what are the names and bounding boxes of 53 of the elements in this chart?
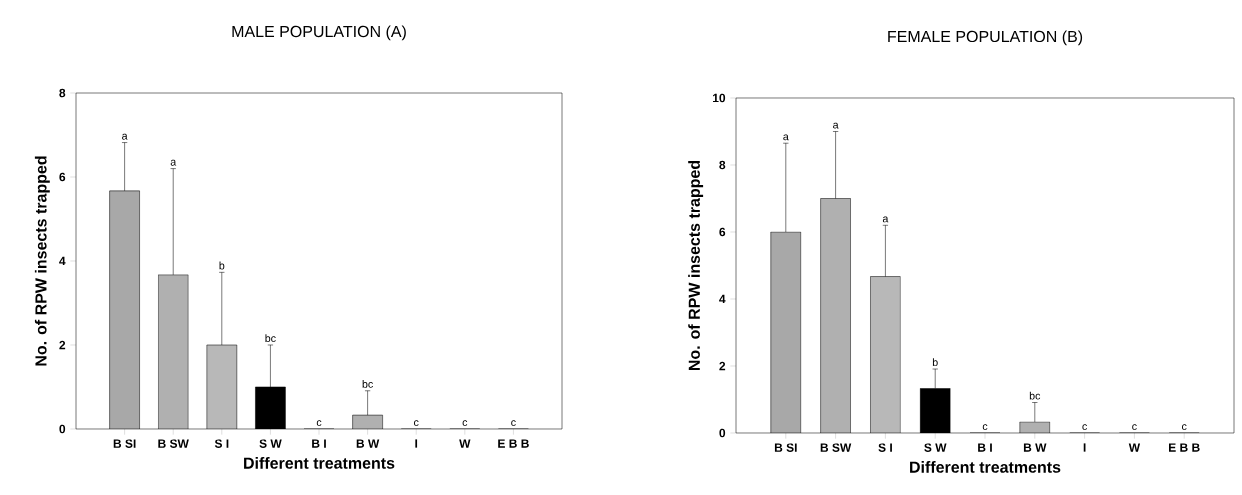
x-tick-label: E B B bbox=[498, 439, 529, 448]
x-axis-title: Different treatments bbox=[910, 461, 1061, 473]
annotation: b bbox=[932, 358, 938, 367]
x-tick-label: S I bbox=[878, 443, 892, 452]
annotation: c bbox=[414, 420, 419, 427]
annotation: a bbox=[882, 216, 889, 223]
annotation: bc bbox=[362, 379, 373, 388]
y-tick-label: 4 bbox=[719, 294, 726, 304]
annotation: c bbox=[316, 420, 322, 427]
y-tick-label: 2 bbox=[59, 340, 66, 350]
x-tick-label: B W bbox=[356, 439, 380, 448]
annotation: c bbox=[1082, 424, 1087, 431]
x-tick-label: B SI bbox=[774, 443, 797, 452]
y-tick-label: 0 bbox=[719, 428, 726, 438]
y-tick-label: 2 bbox=[719, 361, 726, 371]
y-tick-label: 4 bbox=[59, 256, 66, 266]
chart-title: FEMALE POPULATION (B) bbox=[888, 30, 1083, 46]
annotation: bc bbox=[265, 334, 276, 343]
x-tick-label: S W bbox=[924, 443, 947, 452]
x-tick-label: B I bbox=[978, 443, 992, 452]
x-tick-label: S I bbox=[214, 439, 229, 448]
x-tick-label: B W bbox=[1023, 443, 1047, 452]
x-tick-label: W bbox=[459, 439, 471, 448]
y-tick-label: 6 bbox=[59, 172, 66, 182]
annotation: c bbox=[511, 420, 516, 427]
x-tick-label: B SI bbox=[113, 439, 136, 448]
x-tick-label: B SW bbox=[820, 443, 852, 452]
annotation: a bbox=[122, 133, 128, 140]
y-tick-label: 8 bbox=[719, 160, 726, 170]
x-tick-label: I bbox=[415, 439, 418, 448]
chart-title: MALE POPULATION (A) bbox=[232, 25, 406, 41]
y-tick-label: 10 bbox=[713, 93, 726, 103]
x-tick-label: W bbox=[1128, 443, 1141, 452]
y-tick-label: 6 bbox=[719, 227, 726, 237]
x-tick-label: S W bbox=[259, 439, 282, 448]
annotation: c bbox=[982, 424, 988, 431]
x-axis-title: Different treatments bbox=[244, 457, 395, 469]
annotation: bc bbox=[1029, 391, 1041, 400]
x-tick-label: I bbox=[1083, 443, 1086, 452]
x-tick-label: B I bbox=[312, 439, 326, 448]
annotation: c bbox=[1132, 424, 1137, 431]
annotation: a bbox=[833, 122, 839, 129]
y-axis-title: No. of RPW insects trapped bbox=[688, 160, 704, 371]
y-axis-title: No. of RPW insects trapped bbox=[34, 156, 50, 366]
x-tick-label: E B B bbox=[1169, 443, 1200, 452]
y-tick-label: 0 bbox=[59, 424, 66, 434]
annotation: b bbox=[219, 261, 225, 270]
annotation: c bbox=[462, 420, 468, 427]
x-tick-label: B SW bbox=[158, 439, 189, 448]
annotation: a bbox=[783, 134, 789, 141]
annotation: a bbox=[170, 159, 177, 166]
y-tick-label: 8 bbox=[59, 88, 66, 98]
annotation: c bbox=[1182, 424, 1187, 431]
